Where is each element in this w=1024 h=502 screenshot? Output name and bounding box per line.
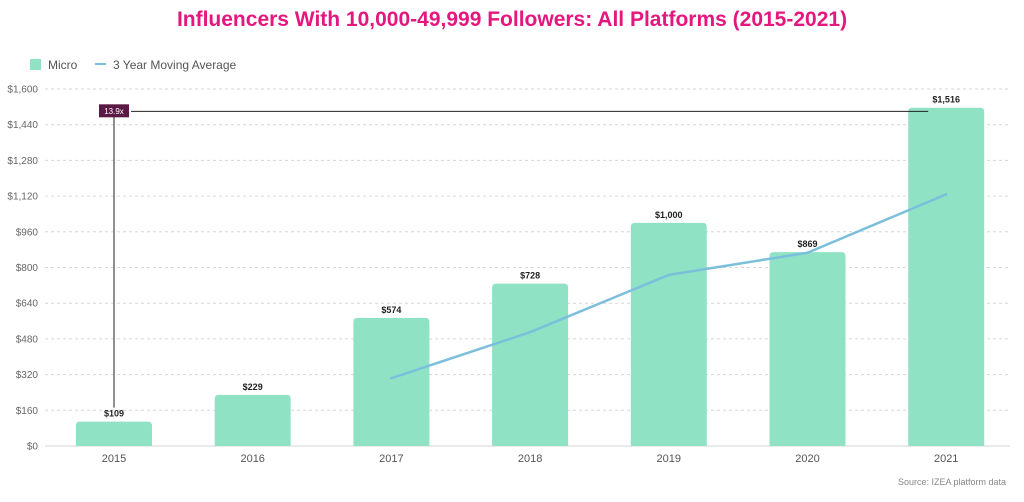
- bar: [769, 252, 846, 446]
- data-label: $109: [104, 409, 124, 419]
- data-label: $229: [243, 382, 263, 392]
- y-tick-label: $800: [16, 263, 39, 274]
- bars: [76, 107, 985, 447]
- data-label: $574: [381, 305, 401, 315]
- y-axis-ticks: $0 $160 $320 $480 $640 $800 $960 $1,120 $1,280 $1…: [7, 85, 38, 453]
- y-tick-label: $0: [27, 442, 39, 453]
- legend-label-micro: Micro: [48, 58, 78, 72]
- legend-swatch-micro: [30, 59, 41, 70]
- moving-average-polyline: [390, 193, 948, 380]
- data-label: $869: [797, 239, 817, 249]
- bar: [353, 317, 430, 446]
- data-label: $1,516: [932, 95, 960, 105]
- x-axis-ticks: 2015 2016 2017 2018 2019 2020 2021: [102, 453, 959, 465]
- y-tick-label: $1,280: [7, 156, 38, 167]
- legend: Micro 3 Year Moving Average: [30, 58, 237, 72]
- data-label: $1,000: [655, 210, 683, 220]
- y-tick-label: $1,120: [7, 192, 38, 203]
- bar: [214, 394, 291, 446]
- y-tick-label: $160: [16, 406, 39, 417]
- x-tick-label: 2021: [934, 453, 958, 465]
- annotation-badge: [99, 104, 129, 118]
- moving-average-line: [390, 193, 948, 380]
- annotation-label: 13.9x: [104, 107, 124, 116]
- x-tick-label: 2017: [379, 453, 403, 465]
- y-tick-label: $320: [16, 370, 39, 381]
- source-note: Source: IZEA platform data: [898, 477, 1006, 487]
- data-label: $728: [520, 271, 540, 281]
- y-tick-label: $640: [16, 299, 39, 310]
- x-tick-label: 2020: [795, 453, 819, 465]
- y-tick-label: $480: [16, 334, 39, 345]
- x-tick-label: 2015: [102, 453, 126, 465]
- y-tick-label: $1,440: [7, 120, 38, 131]
- y-tick-label: $960: [16, 227, 39, 238]
- data-labels: $109 $229 $574 $728 $1,000 $869 $1,516: [104, 95, 960, 419]
- legend-label-moving-average: 3 Year Moving Average: [113, 58, 237, 72]
- bar: [630, 222, 707, 446]
- x-tick-label: 2019: [657, 453, 681, 465]
- bar: [908, 107, 985, 447]
- y-tick-label: $1,600: [7, 85, 38, 96]
- bar: [492, 283, 569, 446]
- x-tick-label: 2016: [240, 453, 264, 465]
- x-tick-label: 2018: [518, 453, 542, 465]
- bar: [76, 421, 152, 446]
- chart-title: Influencers With 10,000-49,999 Followers…: [176, 8, 848, 31]
- growth-annotation: 13.9x: [99, 104, 929, 408]
